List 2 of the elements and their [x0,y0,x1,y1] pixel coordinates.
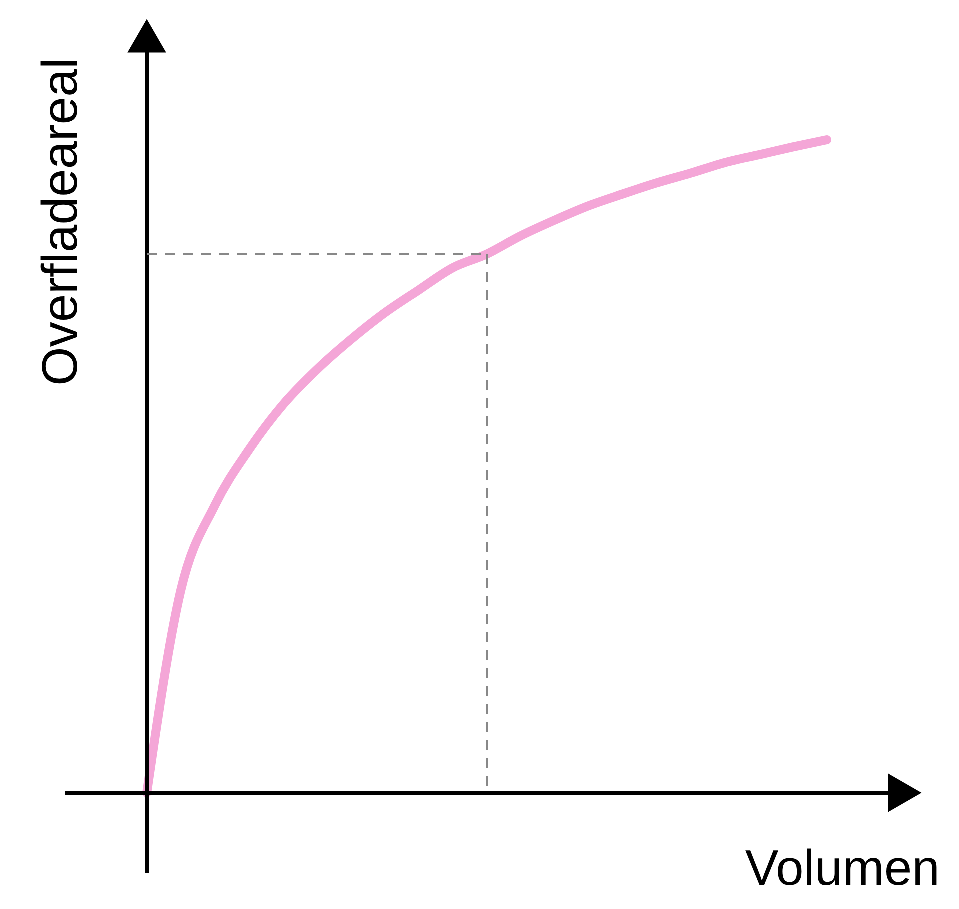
x-axis-title: Volumen [745,840,940,896]
y-axis-title: Overfladeareal [32,58,88,386]
